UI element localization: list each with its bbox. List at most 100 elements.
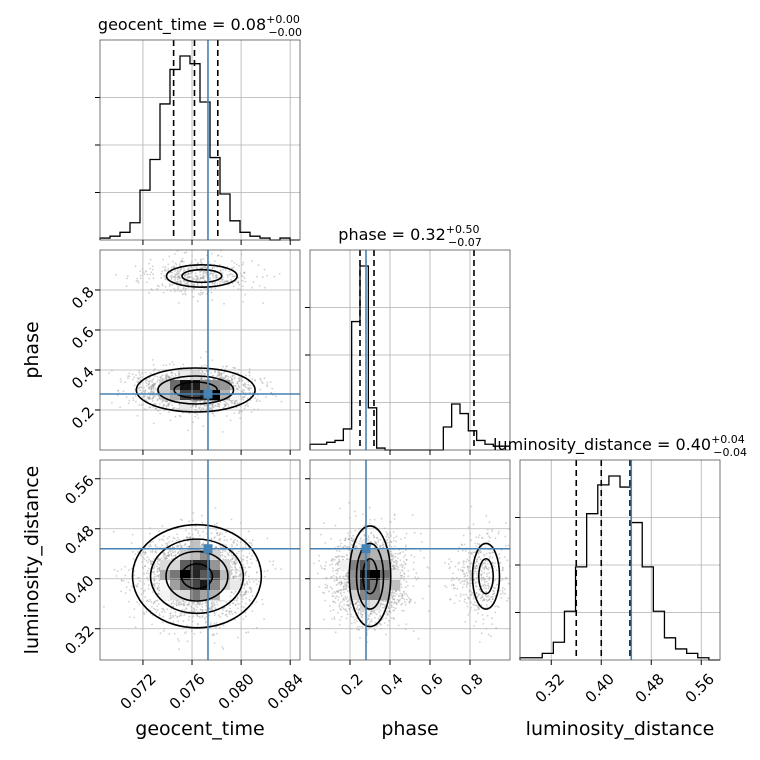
sample-point — [247, 388, 250, 390]
sample-point — [221, 533, 223, 535]
sample-point — [179, 277, 181, 279]
sample-point — [222, 558, 225, 560]
sample-point — [230, 611, 233, 613]
sample-point — [145, 611, 148, 613]
sample-point — [153, 579, 156, 582]
sample-point — [212, 276, 215, 279]
sample-point — [201, 370, 204, 372]
sample-point — [237, 382, 239, 385]
sample-point — [251, 378, 254, 381]
sample-point — [258, 285, 261, 287]
sample-point — [154, 375, 156, 377]
sample-point — [193, 610, 196, 612]
sample-point — [249, 387, 251, 390]
sample-point — [223, 400, 226, 403]
sample-point — [185, 536, 188, 539]
sample-point — [184, 280, 186, 283]
sample-point — [147, 391, 150, 394]
sample-point — [164, 374, 167, 377]
sample-point — [229, 273, 232, 275]
sample-point — [148, 381, 151, 383]
sample-point — [232, 266, 235, 269]
sample-point — [170, 271, 173, 274]
sample-point — [196, 277, 199, 280]
sample-point — [200, 377, 203, 379]
sample-point — [201, 378, 204, 381]
sample-point — [218, 374, 221, 377]
sample-point — [202, 425, 205, 428]
sample-point — [187, 273, 190, 275]
sample-point — [200, 378, 203, 380]
sample-point — [199, 631, 202, 634]
sample-point — [143, 273, 146, 275]
sample-point — [209, 406, 211, 409]
sample-point — [161, 538, 164, 540]
sample-point — [197, 623, 199, 625]
sample-point — [242, 559, 245, 561]
sample-point — [247, 631, 250, 634]
sample-point — [193, 287, 196, 290]
sample-point — [167, 375, 170, 378]
sample-point — [127, 402, 130, 404]
sample-point — [180, 290, 183, 293]
sample-point — [196, 276, 199, 279]
sample-point — [161, 610, 164, 613]
sample-point — [233, 402, 236, 404]
sample-point — [177, 551, 179, 554]
sample-point — [233, 401, 236, 403]
sample-point — [242, 606, 245, 609]
sample-point — [169, 419, 172, 422]
sample-point — [263, 570, 266, 573]
sample-point — [162, 364, 165, 367]
sample-point — [195, 406, 197, 409]
sample-point — [210, 606, 213, 608]
sample-point — [248, 578, 250, 581]
sample-point — [211, 634, 214, 637]
sample-point — [168, 403, 171, 405]
sample-point — [199, 291, 202, 294]
sample-point — [235, 558, 238, 561]
sample-point — [150, 271, 153, 274]
sample-point — [162, 615, 165, 618]
sample-point — [230, 400, 233, 403]
sample-point — [173, 537, 176, 540]
density-bin — [180, 400, 191, 411]
sample-point — [230, 610, 232, 612]
density-bin — [230, 390, 241, 401]
sample-point — [170, 284, 172, 286]
sample-point — [201, 602, 204, 605]
sample-point — [137, 551, 140, 553]
sample-point — [233, 556, 236, 559]
sample-point — [215, 546, 218, 549]
sample-point — [215, 546, 218, 549]
sample-point — [152, 422, 155, 425]
sample-point — [176, 638, 179, 640]
sample-point — [218, 405, 221, 408]
sample-point — [164, 268, 166, 271]
sample-point — [174, 277, 177, 280]
sample-point — [184, 273, 187, 276]
sample-point — [227, 280, 230, 282]
sample-point — [231, 378, 234, 381]
sample-point — [244, 546, 247, 548]
sample-point — [249, 599, 251, 602]
sample-point — [203, 270, 206, 273]
sample-point — [114, 273, 117, 276]
sample-point — [157, 584, 160, 587]
density-bin — [180, 390, 191, 401]
sample-point — [186, 604, 189, 607]
sample-point — [227, 403, 230, 406]
sample-point — [170, 278, 173, 280]
sample-point — [195, 605, 197, 607]
sample-point — [217, 372, 220, 375]
sample-point — [242, 563, 244, 566]
sample-point — [187, 283, 189, 286]
sample-point — [144, 371, 147, 374]
sample-point — [180, 280, 183, 283]
sample-point — [188, 275, 191, 278]
sample-point — [201, 376, 203, 379]
sample-point — [148, 396, 151, 399]
sample-point — [229, 419, 232, 422]
sample-point — [171, 372, 174, 374]
sample-point — [200, 276, 203, 279]
